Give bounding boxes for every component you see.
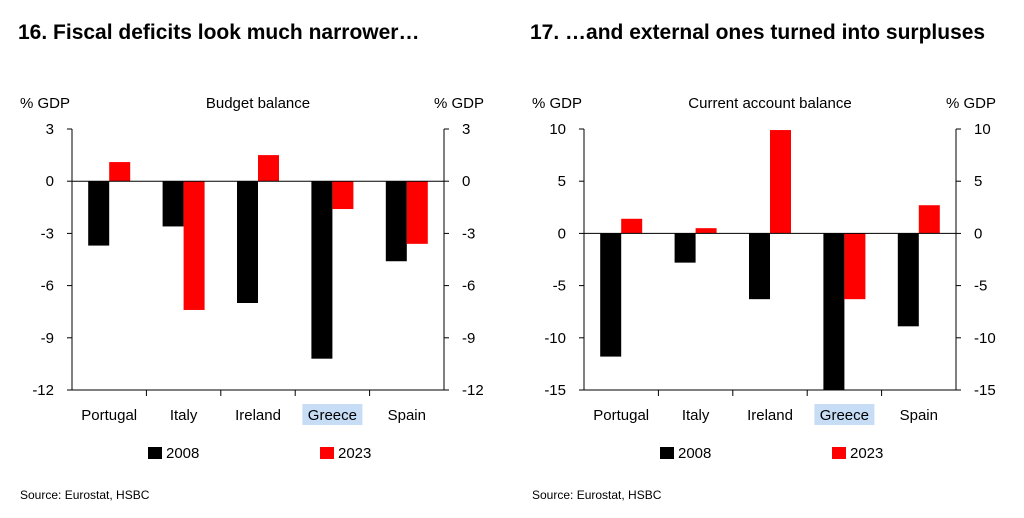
chart-subtitle: Budget balance	[206, 95, 310, 112]
legend-swatch-2008	[148, 447, 162, 459]
y-axis-label-right: % GDP	[946, 95, 996, 112]
y-tick-label-left: -10	[544, 330, 566, 347]
chart-subtitle: Current account balance	[688, 95, 851, 112]
y-tick-label-left: 0	[46, 173, 54, 190]
chart-title: 17. …and external ones turned into surpl…	[530, 21, 986, 44]
y-tick-label-left: 3	[46, 121, 54, 138]
y-tick-label-left: -6	[41, 278, 54, 295]
current-account-chart: % GDP Current account balance % GDP 10 10 5 5 0…	[532, 95, 996, 462]
legend-label-2008: 2008	[166, 445, 199, 462]
y-axis-label-right: % GDP	[434, 95, 484, 112]
y-tick-label-left: -5	[553, 278, 566, 295]
chart-panel-fiscal: 16. Fiscal deficits look much narrower… …	[18, 0, 508, 518]
x-tick-label: Greece	[820, 407, 869, 424]
y-tick-label-left: 10	[549, 121, 566, 138]
bar-2008-italy	[674, 233, 696, 263]
x-tick-label: Portugal	[81, 407, 137, 424]
source-note: Source: Eurostat, HSBC	[20, 488, 150, 502]
y-tick-label-left: 0	[558, 225, 566, 242]
legend-label-2008: 2008	[678, 445, 711, 462]
legend-label-2023: 2023	[850, 445, 883, 462]
chart-panel-external: 17. …and external ones turned into surpl…	[530, 0, 1020, 518]
bar-2023-portugal	[109, 162, 131, 182]
category-highlight	[302, 404, 363, 425]
y-tick-label-left: 5	[558, 173, 566, 190]
y-tick-label-right: -9	[462, 330, 475, 347]
y-tick-label-right: 5	[974, 173, 982, 190]
y-tick-label-left: -15	[544, 382, 566, 399]
bar-2023-spain	[406, 181, 428, 244]
y-tick-label-right: -6	[462, 278, 475, 295]
y-tick-label-right: -15	[974, 382, 996, 399]
y-axis-label-left: % GDP	[532, 95, 582, 112]
x-tick-label: Ireland	[747, 407, 793, 424]
bar-2008-greece	[311, 181, 333, 359]
bar-2008-portugal	[88, 181, 110, 246]
bar-2023-greece	[844, 233, 866, 300]
category-highlight	[814, 404, 875, 425]
budget-balance-chart: % GDP Budget balance % GDP 3 3 0 0 -3 -3 -6 -6 -9 -9…	[20, 95, 484, 462]
y-tick-label-right: -12	[462, 382, 484, 399]
x-tick-label: Spain	[900, 407, 938, 424]
x-tick-label: Portugal	[593, 407, 649, 424]
y-tick-label-left: -9	[41, 330, 54, 347]
y-tick-label-right: 0	[974, 225, 982, 242]
bar-2008-spain	[385, 181, 407, 262]
bar-2008-spain	[897, 233, 919, 327]
legend-swatch-2023	[832, 447, 846, 459]
legend-label-2023: 2023	[338, 445, 371, 462]
legend-swatch-2008	[660, 447, 674, 459]
bar-2023-ireland	[770, 130, 791, 234]
bar-2008-ireland	[749, 233, 770, 300]
y-tick-label-left: -12	[32, 382, 54, 399]
x-tick-label: Greece	[308, 407, 357, 424]
y-tick-label-right: 3	[462, 121, 470, 138]
bar-2008-italy	[162, 181, 184, 227]
bar-2023-greece	[332, 181, 354, 210]
y-tick-label-right: -10	[974, 330, 996, 347]
x-tick-label: Ireland	[235, 407, 281, 424]
chart-title: 16. Fiscal deficits look much narrower…	[18, 21, 420, 44]
bar-2023-italy	[183, 181, 205, 310]
y-tick-label-right: 0	[462, 173, 470, 190]
bar-2008-greece	[823, 233, 845, 390]
x-tick-label: Spain	[388, 407, 426, 424]
source-note: Source: Eurostat, HSBC	[532, 488, 662, 502]
bar-2023-ireland	[258, 155, 279, 182]
y-tick-label-right: -5	[974, 278, 987, 295]
bar-2023-italy	[695, 228, 717, 234]
legend-swatch-2023	[320, 447, 334, 459]
y-tick-label-left: -3	[41, 225, 54, 242]
bar-2023-portugal	[621, 218, 643, 234]
y-tick-label-right: -3	[462, 225, 475, 242]
x-tick-label: Italy	[170, 407, 198, 424]
y-tick-label-right: 10	[974, 121, 991, 138]
x-tick-label: Italy	[682, 407, 710, 424]
bar-2008-ireland	[237, 181, 258, 303]
bar-2008-portugal	[600, 233, 622, 357]
y-axis-label-left: % GDP	[20, 95, 70, 112]
bar-2023-spain	[918, 205, 940, 234]
